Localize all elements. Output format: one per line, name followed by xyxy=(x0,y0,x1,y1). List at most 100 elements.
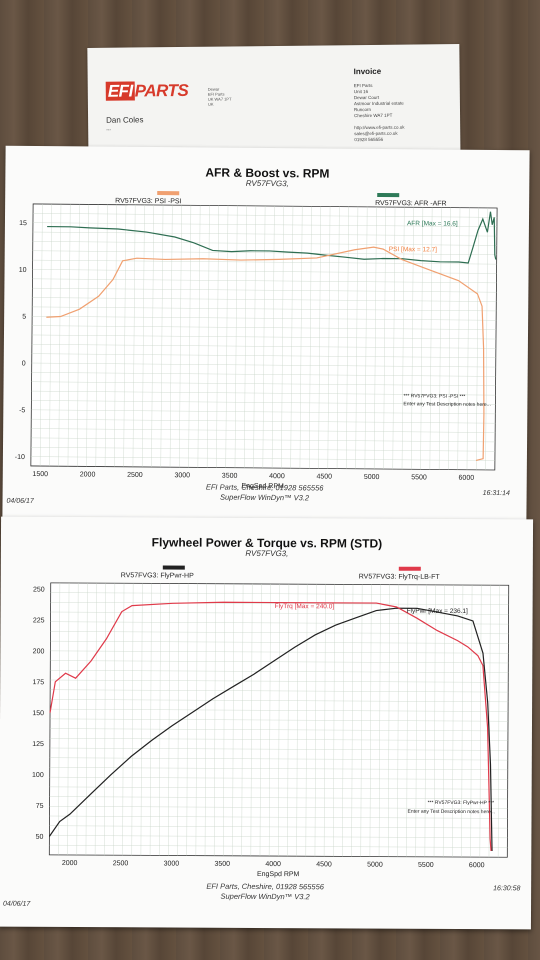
grid-line-h xyxy=(31,409,496,415)
legend-label: RV57FVG3: PSI -PSI xyxy=(115,198,182,206)
x-axis-label: EngSpd RPM xyxy=(257,871,300,878)
x-tick-label: 3500 xyxy=(214,861,230,868)
afr-boost-chart: 1500 2000 2500 3000 3500 4000 4500 5000 5500 6000… xyxy=(15,191,498,490)
grid-line-h xyxy=(49,786,508,790)
grid-line-h xyxy=(49,844,508,848)
chart-annotation: AFR [Max = 16.6] xyxy=(407,220,458,227)
chart-annotation: Enter any Test Description notes here... xyxy=(408,809,495,815)
grid-line-h xyxy=(32,222,497,227)
x-tick-label: 3500 xyxy=(222,473,238,480)
y-tick-label: 15 xyxy=(19,220,27,227)
x-tick-label: 4500 xyxy=(316,473,332,480)
y-tick-label: 250 xyxy=(33,586,45,593)
x-tick-label: 2500 xyxy=(113,860,129,867)
grid-line-h xyxy=(49,738,508,741)
y-tick-label: 10 xyxy=(19,267,27,274)
logo-address: Dewar EFI Parts UK WA7 1PT UK xyxy=(207,86,232,107)
x-tick-label: 3000 xyxy=(174,472,190,479)
chart-annotation: PSI [Max = 12.7] xyxy=(389,246,437,253)
legend-label: RV57FVG3: FlyPwr-HP xyxy=(121,572,194,579)
x-tick-label: 3000 xyxy=(164,860,180,867)
grid-line-h xyxy=(50,708,509,712)
grid-line-h xyxy=(32,269,497,274)
y-tick-label: 225 xyxy=(33,617,45,624)
grid-line-h xyxy=(31,353,496,358)
afr-boost-sheet: AFR & Boost vs. RPM RV57FVG3, 1500 2000 25… xyxy=(2,145,530,523)
chart-footer: EFI Parts, Cheshire, 01928 565556 SuperF… xyxy=(0,881,531,904)
grid-line-h xyxy=(32,316,497,321)
y-tick-label: 150 xyxy=(32,710,44,717)
grid-line-h xyxy=(33,213,498,218)
invoice-title: Invoice xyxy=(353,66,382,77)
y-tick-label: 0 xyxy=(22,360,26,367)
legend-swatch xyxy=(157,191,180,196)
power-torque-chart: 2000 2500 3000 3500 4000 4500 5000 5500 6000 250 2… xyxy=(32,565,510,878)
grid xyxy=(30,204,498,470)
grid-line-h xyxy=(50,602,509,605)
grid-line-h xyxy=(49,776,508,780)
grid-line-h xyxy=(50,611,509,615)
y-tick-label: 5 xyxy=(22,314,26,321)
series-line-flypwr-hp xyxy=(48,607,493,851)
print-date: 04/06/17 xyxy=(3,900,31,908)
grid-line-h xyxy=(50,689,509,693)
grid-line-h xyxy=(32,241,497,246)
x-tick-label: 6000 xyxy=(469,862,485,869)
grid-line-h xyxy=(32,259,497,265)
grid-line-h xyxy=(50,650,509,654)
grid-line-h xyxy=(50,621,509,625)
grid-line-h xyxy=(50,699,509,703)
grid-line-h xyxy=(31,344,496,349)
y-tick-label: 75 xyxy=(36,803,44,810)
grid-line-h xyxy=(49,796,508,800)
print-date: 04/06/17 xyxy=(6,497,34,505)
x-tick-label: 4000 xyxy=(265,861,281,868)
grid-line-h xyxy=(31,437,496,443)
x-tick-label: 6000 xyxy=(459,475,475,482)
grid-line-h xyxy=(49,757,508,761)
print-time: 16:30:58 xyxy=(493,885,521,893)
grid-line-h xyxy=(31,362,496,368)
x-tick-label: 2000 xyxy=(62,860,78,867)
grid-line-h xyxy=(31,447,495,452)
grid-line-h xyxy=(49,767,508,771)
customer-line2: *** xyxy=(106,127,111,133)
grid-line-h xyxy=(32,278,497,284)
series-line-flytrq-lb-ft xyxy=(49,601,492,852)
grid-line-h xyxy=(32,287,497,293)
x-tick-label: 5000 xyxy=(367,862,383,869)
y-tick-label: 100 xyxy=(32,772,44,779)
grid-line-h xyxy=(49,835,508,839)
series-line-afr xyxy=(47,211,497,264)
grid-line-h xyxy=(49,825,508,829)
print-time: 16:31:14 xyxy=(482,489,510,498)
grid-line-h xyxy=(49,815,508,819)
x-tick-label: 5500 xyxy=(411,474,427,481)
legend-label: RV57FVG3: FlyTrq-LB-FT xyxy=(359,573,441,580)
grid-line-h xyxy=(31,418,496,424)
grid-line-h xyxy=(31,428,496,433)
y-tick-label: 200 xyxy=(33,648,45,655)
grid-line-h xyxy=(50,660,509,664)
y-tick-label: 50 xyxy=(36,834,44,841)
power-torque-sheet: Flywheel Power & Torque vs. RPM (STD) RV… xyxy=(0,516,534,930)
chart-annotation: *** RV57FVG3: FlyPwr-HP *** xyxy=(428,800,495,806)
chart-annotation: FlyTrq [Max = 240.0] xyxy=(275,603,335,610)
grid-line-h xyxy=(31,400,496,405)
grid xyxy=(49,582,509,858)
chart-annotation: Enter any Test Description notes here... xyxy=(403,401,491,408)
series-line-psi xyxy=(46,246,485,462)
x-axis-label: EngSpd RPM xyxy=(241,483,284,490)
efi-parts-logo: EFI PARTS xyxy=(105,80,189,101)
x-tick-label: 4000 xyxy=(269,473,285,480)
legend-label: RV57FVG3: AFR -AFR xyxy=(375,200,447,208)
grid-line-h xyxy=(49,806,508,809)
grid-line-h xyxy=(32,306,497,312)
chart-annotation: FlyPwr [Max = 236.1] xyxy=(407,608,468,615)
grid-line-h xyxy=(31,381,496,386)
y-tick-label: -10 xyxy=(15,454,25,461)
legend-swatch xyxy=(162,565,185,570)
grid-line-h xyxy=(32,250,497,255)
grid-line-h xyxy=(50,718,509,722)
customer-name: Dan Coles xyxy=(106,115,144,125)
